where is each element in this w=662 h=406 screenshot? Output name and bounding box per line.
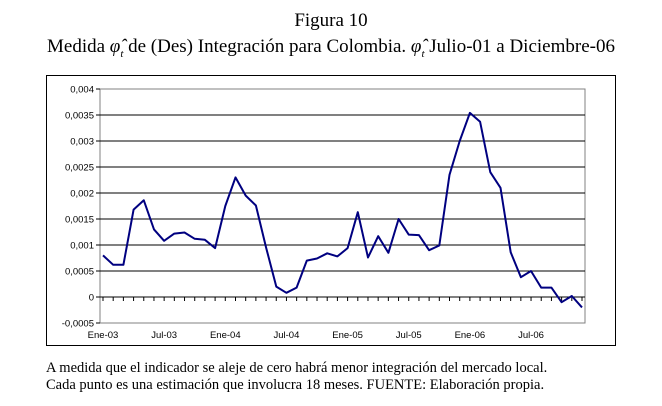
data-point-5 [153,228,155,230]
phi-glyph: φ̂ [109,36,121,57]
x-tick-label-6: Ene-06 [455,330,486,341]
data-point-11 [214,247,216,249]
data-point-2 [122,264,124,266]
data-point-20 [306,260,308,262]
data-point-38 [489,171,491,173]
data-point-33 [438,245,440,247]
data-point-24 [347,247,349,249]
data-point-26 [367,256,369,258]
data-point-27 [377,235,379,237]
data-point-32 [428,249,430,251]
data-point-1 [112,264,114,266]
y-tick-label-0: 0,004 [70,85,94,96]
y-tick-label-6: 0,001 [70,241,94,252]
figure-note: A medida que el indicador se aleje de ce… [46,360,626,394]
data-point-29 [398,218,400,220]
data-point-17 [275,286,277,288]
phi-subscript: t [120,47,124,60]
y-tick-label-2: 0,003 [70,137,94,148]
data-point-31 [418,234,420,236]
x-tick-label-4: Ene-05 [332,330,363,341]
x-tick-label-0: Ene-03 [88,330,119,341]
data-point-9 [194,238,196,240]
data-point-46 [571,295,573,297]
data-point-16 [265,247,267,249]
note-line-2: Cada punto es una estimación que involuc… [46,377,545,393]
y-tick-label-9: -0,0005 [62,319,94,330]
data-point-7 [173,233,175,235]
data-point-43 [540,287,542,289]
data-point-14 [245,195,247,197]
phi-subscript-2: t [421,47,425,60]
x-tick-label-3: Jul-04 [274,330,300,341]
data-point-3 [133,209,135,211]
data-point-39 [499,187,501,189]
data-point-10 [204,239,206,241]
chart-frame: 0,004 0,0035 0,003 0,0025 0,002 0,0015 0,001 0,… [46,75,616,346]
title-middle: de (Des) Integración para Colombia. [128,36,407,57]
phi-symbol: φ̂t [109,36,124,60]
data-point-13 [234,176,236,178]
note-line-1: A medida que el indicador se aleje de ce… [46,360,548,376]
y-tick-label-1: 0,0035 [65,111,94,122]
y-tick-label-3: 0,0025 [65,163,94,174]
data-point-45 [561,301,563,303]
title-suffix: Julio-01 a Diciembre-06 [429,36,615,57]
x-tick-label-1: Jul-03 [151,330,177,341]
data-point-12 [224,205,226,207]
y-tick-label-4: 0,002 [70,189,94,200]
data-point-0 [102,254,104,256]
data-point-44 [550,287,552,289]
data-point-22 [326,252,328,254]
data-point-6 [163,240,165,242]
data-point-36 [469,112,471,114]
data-point-35 [459,140,461,142]
data-point-34 [449,174,451,176]
data-point-25 [357,211,359,213]
plot-area [99,88,586,324]
phi-glyph-2: φ̂ [410,36,422,57]
data-point-21 [316,258,318,260]
data-point-19 [296,287,298,289]
data-point-30 [408,234,410,236]
data-point-4 [143,199,145,201]
y-tick-label-8: 0 [89,293,94,304]
data-point-23 [336,255,338,257]
figure-title: Medida φ̂t de (Des) Integración para Col… [0,36,662,60]
y-tick-label-5: 0,0015 [65,215,94,226]
x-tick-label-5: Jul-05 [396,330,422,341]
series-line-phi [102,111,583,309]
line-chart: 0,004 0,0035 0,003 0,0025 0,002 0,0015 0,001 0,… [62,85,586,341]
x-tick-label-7: Jul-06 [518,330,544,341]
title-prefix: Medida [47,36,106,57]
data-point-40 [510,251,512,253]
data-point-41 [520,276,522,278]
data-point-37 [479,121,481,123]
data-point-42 [530,270,532,272]
x-tick-label-2: Ene-04 [210,330,241,341]
phi-symbol-2: φ̂t [410,36,425,60]
data-point-28 [387,252,389,254]
y-tick-label-7: 0,0005 [65,267,94,278]
data-point-8 [184,232,186,234]
data-point-47 [581,306,583,308]
data-point-15 [255,204,257,206]
data-point-18 [285,292,287,294]
figure-label: Figura 10 [294,10,368,31]
